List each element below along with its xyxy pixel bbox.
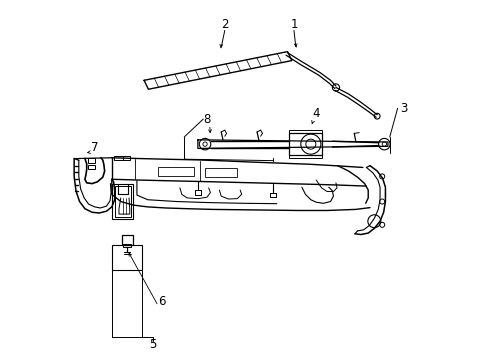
- Bar: [289, 130, 321, 134]
- Text: 3: 3: [400, 102, 407, 115]
- Bar: [88, 158, 95, 163]
- Bar: [123, 244, 131, 247]
- Text: 1: 1: [290, 18, 297, 31]
- Bar: [204, 168, 237, 177]
- Bar: [112, 184, 133, 220]
- Bar: [122, 234, 132, 245]
- Text: 2: 2: [221, 18, 228, 31]
- Bar: [289, 155, 321, 158]
- Bar: [113, 156, 122, 160]
- Text: 6: 6: [158, 296, 165, 309]
- Text: 4: 4: [312, 107, 319, 120]
- Bar: [115, 186, 131, 217]
- Bar: [158, 167, 194, 176]
- Bar: [122, 156, 129, 160]
- Text: 5: 5: [149, 338, 157, 351]
- Bar: [289, 134, 321, 155]
- Text: 7: 7: [91, 141, 98, 154]
- Text: 8: 8: [203, 113, 210, 126]
- Bar: [88, 165, 95, 169]
- Bar: [112, 245, 142, 270]
